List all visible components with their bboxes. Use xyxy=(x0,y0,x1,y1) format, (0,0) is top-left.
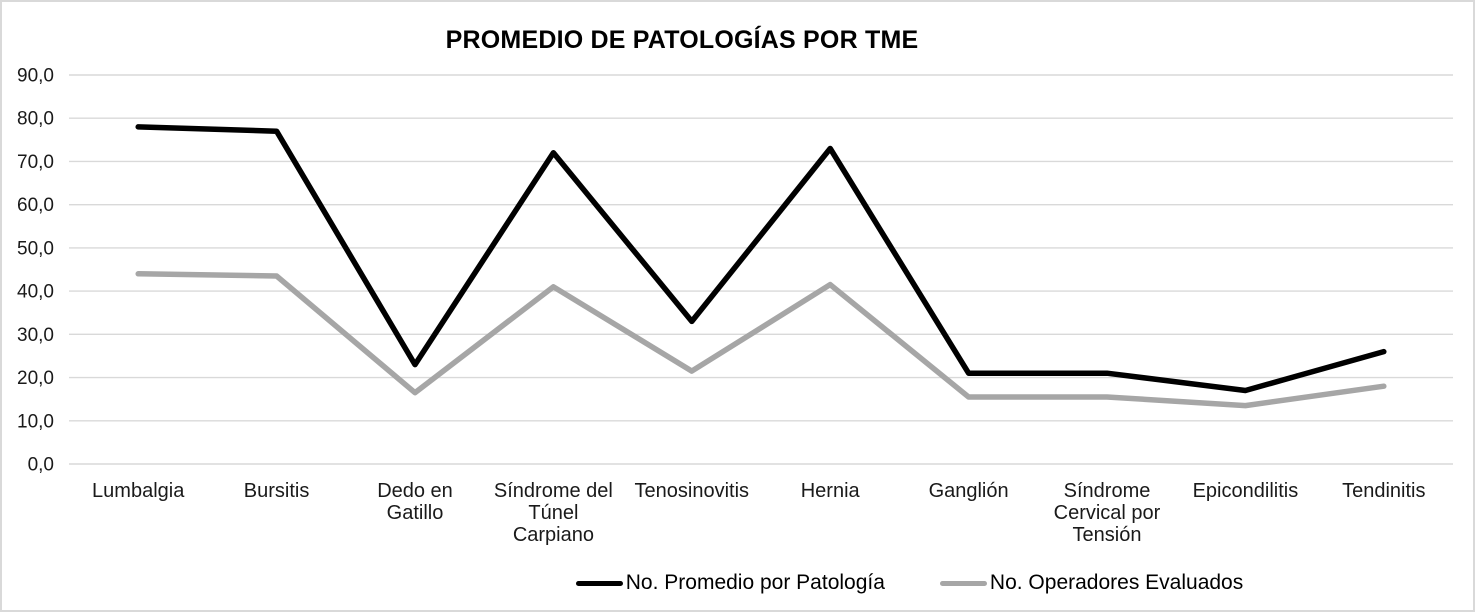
x-axis-category-label: Hernia xyxy=(801,480,861,502)
x-axis-category-label: Ganglión xyxy=(929,480,1009,502)
y-axis-tick-label: 10,0 xyxy=(17,411,54,432)
y-axis-tick-label: 90,0 xyxy=(17,66,54,87)
x-axis-category-label: Tenosinovitis xyxy=(635,480,750,502)
x-axis-category-label: Síndrome del Túnel Carpiano xyxy=(494,480,613,546)
legend: No. Promedio por Patología No. Operadore… xyxy=(174,568,1473,598)
y-axis-tick-label: 50,0 xyxy=(17,238,54,259)
x-axis-category-label: Tendinitis xyxy=(1342,480,1425,502)
legend-item-operadores: No. Operadores Evaluados xyxy=(939,571,1244,595)
legend-item-promedio: No. Promedio por Patología xyxy=(575,571,885,595)
y-axis-tick-label: 0,0 xyxy=(28,455,54,476)
y-axis-tick-label: 40,0 xyxy=(17,282,54,303)
y-axis-tick-label: 80,0 xyxy=(17,109,54,130)
legend-line-swatch-operadores xyxy=(939,580,987,586)
x-axis-category-label: Bursitis xyxy=(244,480,310,502)
y-axis-tick-label: 20,0 xyxy=(17,368,54,389)
y-axis-tick-label: 60,0 xyxy=(17,195,54,216)
legend-line-swatch-promedio xyxy=(575,580,623,586)
x-axis-category-label: Lumbalgia xyxy=(92,480,185,502)
chart-title: PROMEDIO DE PATOLOGÍAS POR TME xyxy=(445,26,919,54)
series-line-no-operadores-evaluados xyxy=(135,271,1387,409)
x-axis-category-label: Epicondilitis xyxy=(1193,480,1299,502)
legend-label-operadores: No. Operadores Evaluados xyxy=(989,571,1244,594)
y-axis-tick-label: 70,0 xyxy=(17,152,54,173)
legend-label-promedio: No. Promedio por Patología xyxy=(625,571,885,594)
x-axis-category-label: Dedo en Gatillo xyxy=(377,480,453,524)
y-axis-tick-label: 30,0 xyxy=(17,325,54,346)
series-line-no-promedio-por-patolog-a xyxy=(135,124,1387,394)
x-axis-category-label: Síndrome Cervical por Tensión xyxy=(1054,480,1161,546)
